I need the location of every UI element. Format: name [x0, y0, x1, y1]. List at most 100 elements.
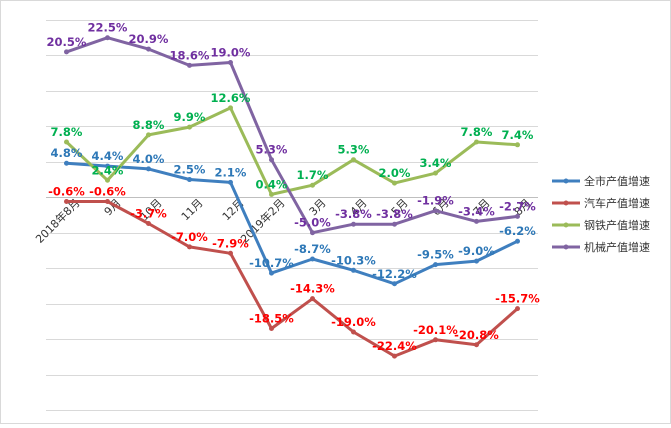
data-point	[515, 306, 520, 312]
data-point	[474, 218, 479, 224]
data-point	[64, 160, 69, 166]
legend-entry: 汽车产值增速	[584, 196, 650, 210]
data-label: 7.8%	[461, 125, 493, 139]
data-label: 8.8%	[133, 118, 165, 132]
data-point	[64, 139, 69, 145]
data-point	[433, 170, 438, 176]
data-label: 22.5%	[88, 21, 128, 35]
data-label: 2.4%	[92, 163, 124, 177]
data-point	[105, 163, 110, 169]
data-point	[392, 353, 397, 359]
data-label: -15.7%	[495, 292, 540, 306]
data-label: -1.9%	[417, 194, 454, 208]
legend-entry: 全市产值增速	[584, 174, 650, 188]
data-label: -3.8%	[376, 207, 413, 221]
data-point	[351, 157, 356, 163]
data-label: -3.7%	[130, 207, 167, 221]
data-point	[269, 157, 274, 163]
data-label: 7.8%	[51, 125, 83, 139]
data-point	[269, 191, 274, 197]
data-point	[228, 105, 233, 111]
legend-entry: 机械产值增速	[584, 240, 650, 254]
data-label: 18.6%	[170, 48, 210, 62]
data-label: 7.4%	[502, 128, 534, 142]
data-point	[64, 199, 69, 205]
data-label: -2.7%	[499, 199, 536, 213]
data-point	[105, 177, 110, 183]
series-line	[66, 161, 519, 286]
legend-marker	[563, 222, 569, 228]
data-point	[269, 270, 274, 276]
series-line	[66, 36, 518, 235]
data-label: -9.0%	[458, 244, 495, 258]
data-point	[187, 62, 192, 68]
data-point	[351, 329, 356, 335]
data-label: 5.3%	[256, 143, 288, 157]
data-label: 19.0%	[211, 46, 251, 60]
data-point	[310, 296, 315, 302]
data-point	[269, 325, 274, 331]
data-point	[474, 258, 479, 264]
data-point	[310, 230, 315, 236]
data-point	[515, 142, 520, 148]
data-label: 4.8%	[51, 146, 83, 160]
data-label: 12.6%	[211, 91, 251, 105]
data-label: -0.6%	[48, 185, 85, 199]
data-labels: 4.8% 4.4% 4.0% 2.5% 2.1% -10.7%-8.7%-10.3%-12…	[47, 21, 541, 353]
data-label: -20.1%	[413, 323, 458, 337]
data-label: 5.3%	[338, 143, 370, 157]
data-label: 2.0%	[379, 166, 411, 180]
data-label: 3.4%	[420, 156, 452, 170]
data-label: 4.0%	[133, 152, 165, 166]
data-label: -20.8%	[454, 328, 499, 342]
data-point	[187, 177, 192, 183]
legend-marker	[563, 200, 569, 206]
data-label: -5.0%	[294, 216, 331, 230]
data-point	[105, 199, 110, 205]
data-label: 0.4%	[256, 177, 288, 191]
data-point	[351, 267, 356, 273]
data-label: -22.4%	[372, 339, 417, 353]
data-point	[228, 179, 233, 185]
data-label: -18.5%	[249, 311, 294, 325]
data-label: 1.7%	[297, 168, 329, 182]
data-point	[310, 256, 315, 262]
data-label: -10.3%	[331, 253, 376, 267]
data-label: 20.9%	[129, 32, 169, 46]
series-line	[66, 200, 519, 358]
data-point	[433, 262, 438, 268]
data-point	[392, 221, 397, 227]
data-point	[146, 132, 151, 138]
data-label: 20.5%	[47, 35, 87, 49]
data-point	[392, 281, 397, 287]
data-label: -8.7%	[294, 242, 331, 256]
data-point	[146, 46, 151, 52]
data-point	[433, 208, 438, 214]
data-point	[228, 60, 233, 66]
data-point	[433, 337, 438, 343]
data-point	[228, 250, 233, 256]
data-label: 2.5%	[174, 163, 206, 177]
data-point	[515, 213, 520, 219]
data-point	[187, 124, 192, 130]
series-line	[65, 106, 518, 196]
data-point	[474, 342, 479, 348]
data-label: -6.2%	[499, 224, 536, 238]
legend-entry: 钢铁产值增速	[584, 218, 650, 232]
data-point	[64, 49, 69, 55]
data-label: -3.8%	[335, 207, 372, 221]
data-label: 4.4%	[92, 149, 124, 163]
data-label: -12.2%	[372, 267, 417, 281]
legend-marker	[563, 244, 569, 250]
data-label: -7.0%	[171, 230, 208, 244]
data-label: 2.1%	[215, 165, 247, 179]
data-point	[515, 238, 520, 244]
data-point	[187, 244, 192, 250]
data-label: 9.9%	[174, 110, 206, 124]
data-label: -7.9%	[212, 236, 249, 250]
data-label: -0.6%	[89, 185, 126, 199]
